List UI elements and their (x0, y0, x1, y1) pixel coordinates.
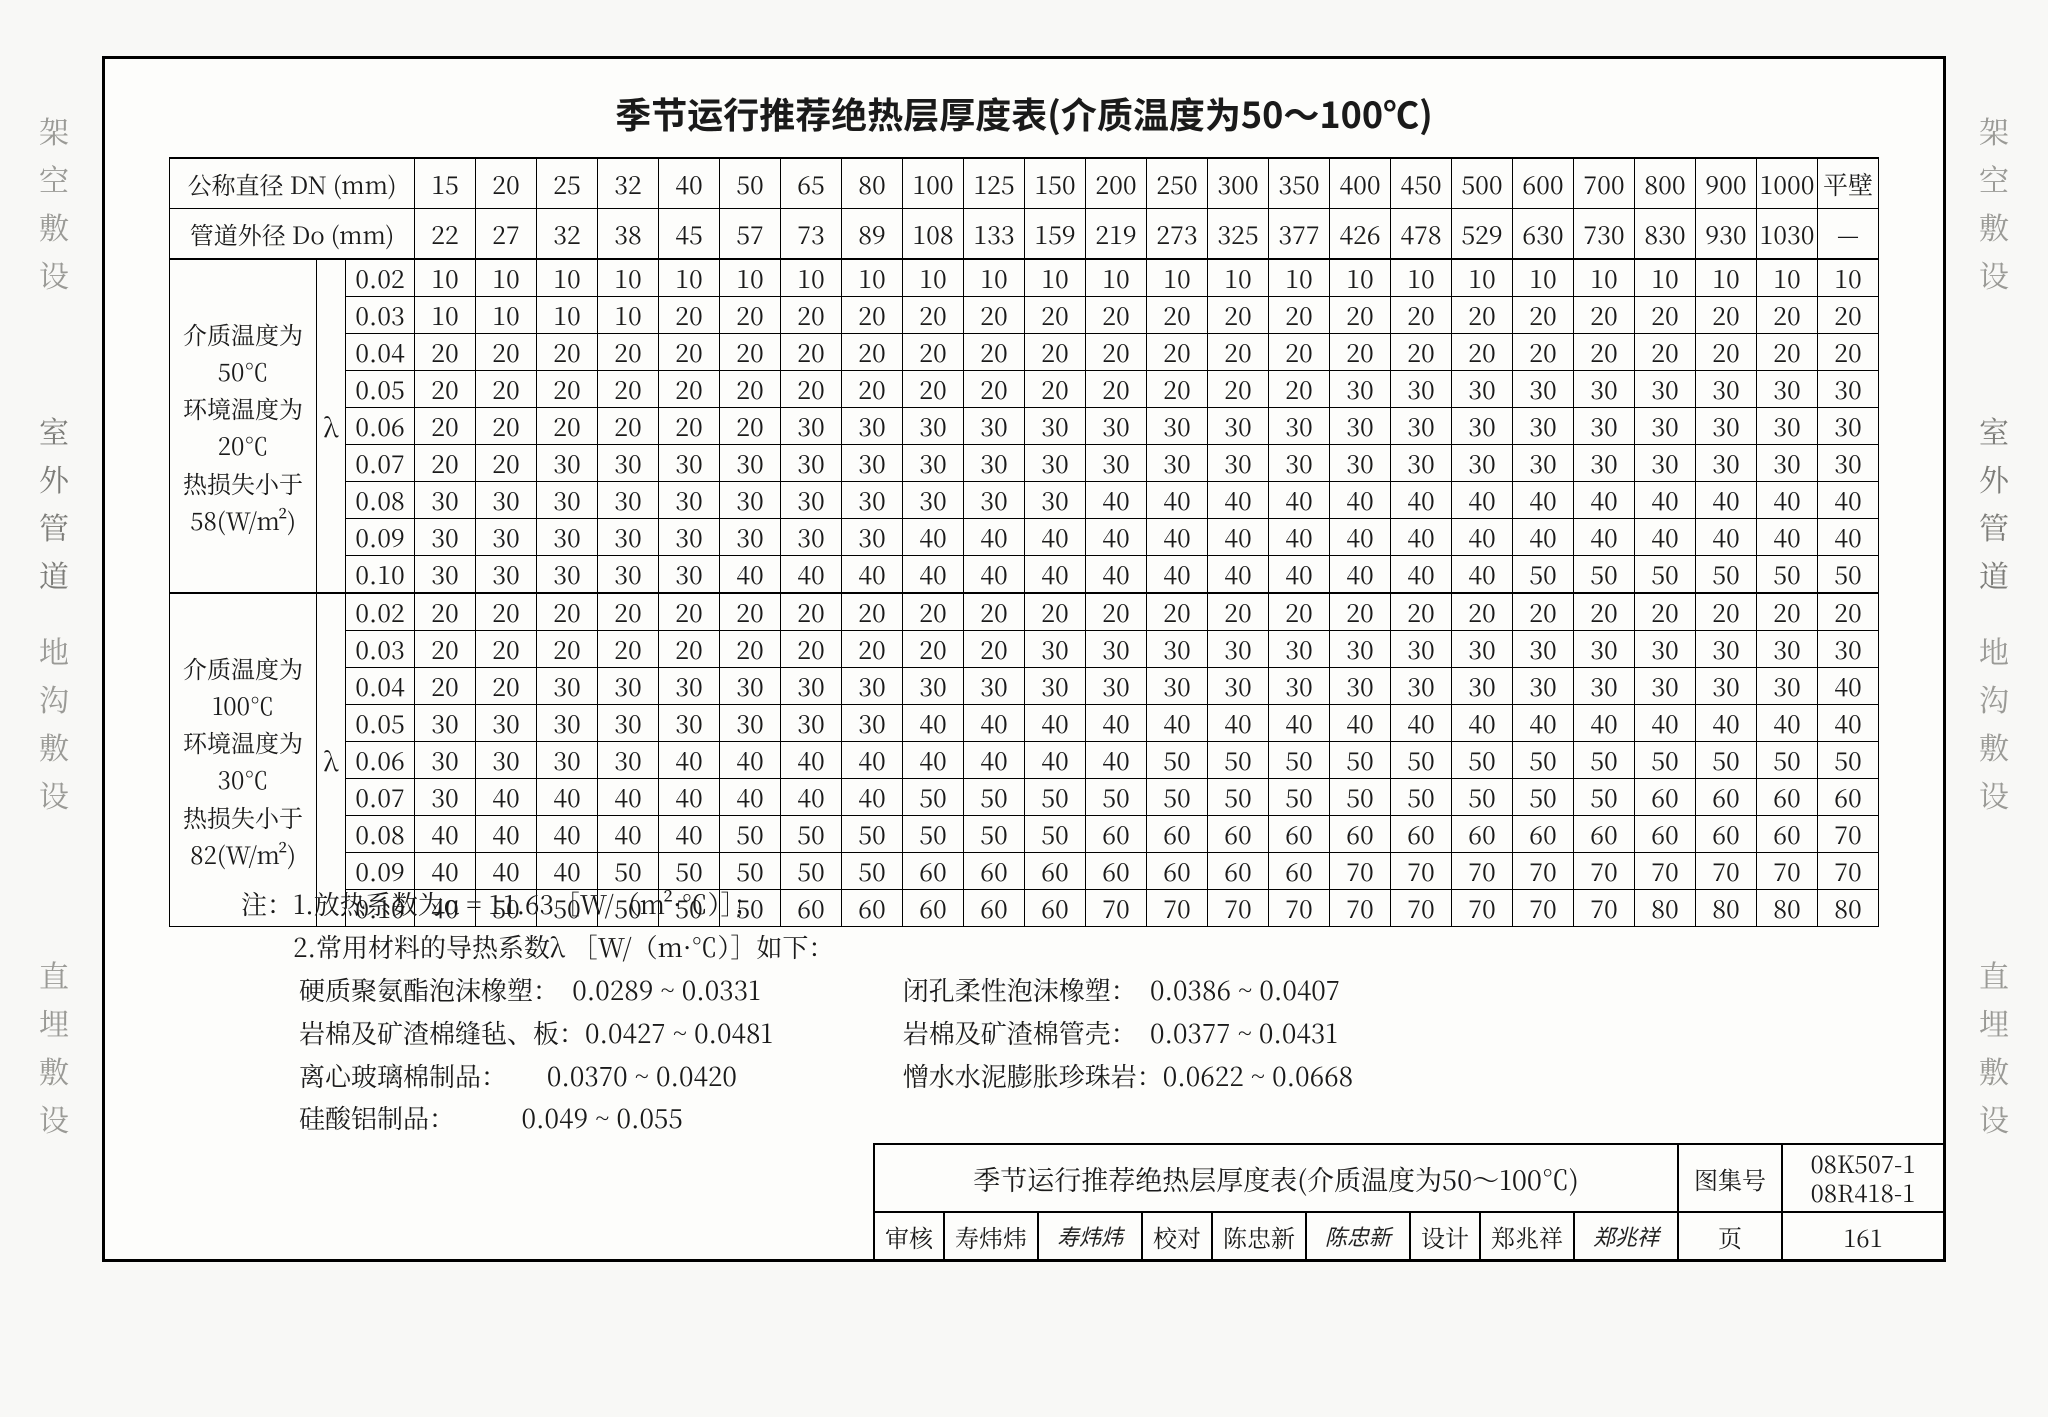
side-label-left-overhead: 架空敷设 (36, 106, 72, 298)
side-label-right-outdoor: 室外管道 (1976, 406, 2012, 598)
page-label: 页 (1678, 1212, 1782, 1260)
title-block: 季节运行推荐绝热层厚度表(介质温度为50～100℃) 图集号 08K507-1 … (873, 1143, 1945, 1261)
side-label-right-overhead: 架空敷设 (1976, 106, 2012, 298)
material-item: 离心玻璃棉制品： 0.0370 ~ 0.0420 (299, 1055, 773, 1098)
material-item: 闭孔柔性泡沫橡塑： 0.0386 ~ 0.0407 (903, 969, 1353, 1012)
review-label: 审核 (874, 1212, 944, 1260)
material-item: 岩棉及矿渣棉管壳： 0.0377 ~ 0.0431 (903, 1012, 1353, 1055)
page: 架空敷设 架空敷设 室外管道 室外管道 地沟敷设 地沟敷设 直埋敷设 直埋敷设 … (0, 0, 2048, 1417)
material-list: 硬质聚氨酯泡沫橡塑： 0.0289 ~ 0.0331岩棉及矿渣棉缝毡、板：0.0… (299, 969, 1353, 1141)
titleblock-name: 季节运行推荐绝热层厚度表(介质温度为50～100℃) (874, 1144, 1678, 1212)
side-label-left-buried: 直埋敷设 (36, 950, 72, 1142)
atlas-no: 08K507-1 08R418-1 (1782, 1144, 1944, 1212)
review-signature: 寿炜炜 (1038, 1212, 1142, 1260)
atlas-label: 图集号 (1678, 1144, 1782, 1212)
material-item: 硅酸铝制品： 0.049 ~ 0.055 (299, 1097, 773, 1140)
side-label-right-trench: 地沟敷设 (1976, 626, 2012, 818)
check-name: 陈忠新 (1212, 1212, 1306, 1260)
notes-block: 注：1.放热系数为α = 11.63［W/（m²·℃）］； 2.常用材料的导热系… (241, 883, 1353, 1140)
page-title: 季节运行推荐绝热层厚度表(介质温度为50～100℃) (105, 59, 1943, 157)
side-label-left-outdoor: 室外管道 (36, 406, 72, 598)
check-label: 校对 (1142, 1212, 1212, 1260)
material-col-left: 硬质聚氨酯泡沫橡塑： 0.0289 ~ 0.0331岩棉及矿渣棉缝毡、板：0.0… (299, 969, 773, 1141)
side-label-right-buried: 直埋敷设 (1976, 950, 2012, 1142)
note-line-1: 注：1.放热系数为α = 11.63［W/（m²·℃）］； (241, 883, 1353, 926)
material-item: 岩棉及矿渣棉缝毡、板：0.0427 ~ 0.0481 (299, 1012, 773, 1055)
block-desc: 介质温度为50℃环境温度为20℃热损失小于58(W/m²) (170, 259, 317, 593)
lambda-symbol: λ (317, 259, 346, 593)
side-label-left-trench: 地沟敷设 (36, 626, 72, 818)
block-desc: 介质温度为100℃环境温度为30℃热损失小于82(W/m²) (170, 593, 317, 927)
material-col-right: 闭孔柔性泡沫橡塑： 0.0386 ~ 0.0407岩棉及矿渣棉管壳： 0.037… (903, 969, 1353, 1141)
lambda-symbol: λ (317, 593, 346, 927)
design-signature: 郑兆祥 (1574, 1212, 1678, 1260)
page-no: 161 (1782, 1212, 1944, 1260)
design-label: 设计 (1410, 1212, 1480, 1260)
review-name: 寿炜炜 (944, 1212, 1038, 1260)
check-signature: 陈忠新 (1306, 1212, 1410, 1260)
note-line-2: 2.常用材料的导热系数λ ［W/（m·℃）］如下： (241, 926, 1353, 969)
main-frame: 季节运行推荐绝热层厚度表(介质温度为50～100℃) 公称直径 DN (mm)1… (102, 56, 1946, 1262)
design-name: 郑兆祥 (1480, 1212, 1574, 1260)
insulation-table: 公称直径 DN (mm)1520253240506580100125150200… (169, 157, 1879, 927)
material-item: 硬质聚氨酯泡沫橡塑： 0.0289 ~ 0.0331 (299, 969, 773, 1012)
material-item: 憎水水泥膨胀珍珠岩：0.0622 ~ 0.0668 (903, 1055, 1353, 1098)
